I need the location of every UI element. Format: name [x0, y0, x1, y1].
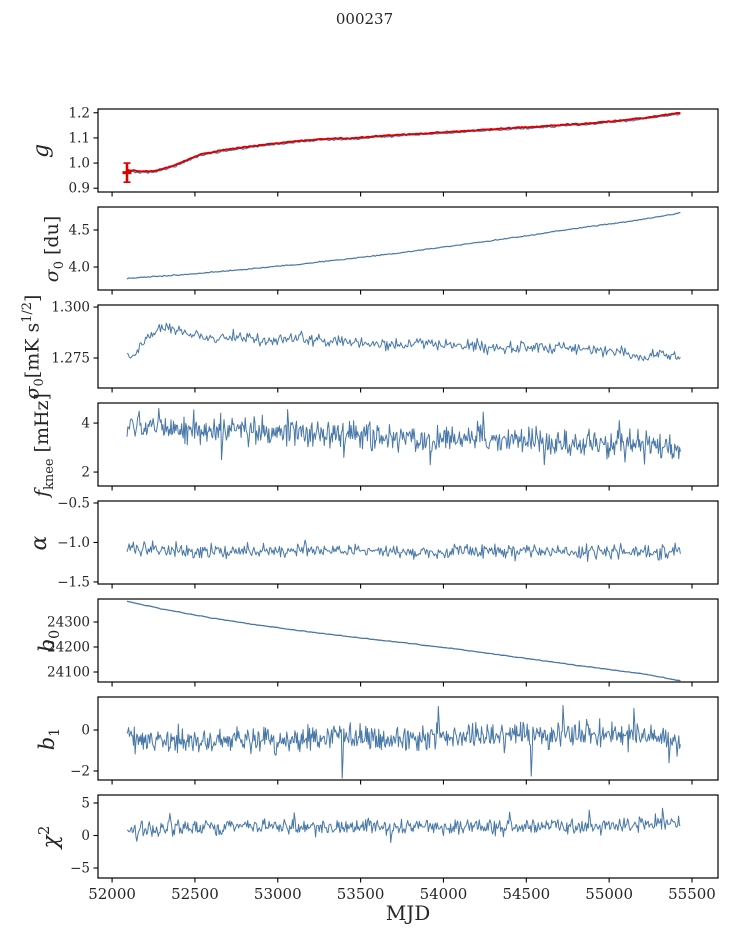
ytick-label-sigma0-du: 4.0	[69, 260, 90, 276]
series-b1	[126, 704, 681, 779]
xtick-label: 55000	[585, 885, 633, 903]
ytick-label-b1: −2	[70, 763, 90, 779]
xtick-label: 54000	[420, 885, 468, 903]
ytick-label-chi2: −5	[70, 860, 90, 876]
ytick-label-sigma0-mK: 1.275	[51, 351, 90, 367]
ytick-label-sigma0-mK: 1.300	[51, 300, 90, 316]
series-sigma0-du	[126, 212, 681, 280]
ytick-label-g: 1.1	[69, 130, 90, 146]
ytick-label-chi2: 5	[81, 795, 90, 811]
axes-frame-sigma0-du	[97, 206, 719, 291]
ytick-label-sigma0-du: 4.5	[69, 222, 90, 238]
xtick-label: 52000	[88, 885, 136, 903]
ytick-label-b0: 24100	[47, 665, 90, 681]
ytick-label-alpha: −0.5	[57, 495, 90, 511]
ytick-label-chi2: 0	[81, 828, 90, 844]
ytick-label-g: 1.0	[69, 156, 90, 172]
x-axis-label: MJD	[385, 901, 431, 925]
axes-frame-chi2	[97, 794, 719, 879]
ytick-label-g: 1.2	[69, 105, 90, 121]
ytick-label-g: 0.9	[69, 181, 90, 197]
ylabel-chi2: χ2	[35, 825, 64, 848]
series-sigma0-mK	[126, 322, 681, 362]
xtick-label: 55500	[668, 885, 716, 903]
ytick-label-b1: 0	[81, 722, 90, 738]
ytick-label-alpha: −1.5	[57, 574, 90, 590]
axes-frame-b0	[97, 598, 719, 683]
ytick-label-alpha: −1.0	[57, 535, 90, 551]
axes-frame-b1	[97, 696, 719, 781]
series-gain-fit	[126, 111, 681, 173]
figure-title: 000237	[335, 10, 394, 28]
ytick-label-b0: 24200	[47, 640, 90, 656]
ytick-label-b0: 24300	[47, 615, 90, 631]
axes-frame-alpha	[97, 500, 719, 585]
ytick-label-fknee: 4	[81, 416, 90, 432]
series-b0	[126, 600, 681, 682]
xtick-label: 53000	[254, 885, 302, 903]
series-alpha	[126, 539, 681, 562]
axes-frame-fknee	[97, 402, 719, 487]
xtick-label: 53500	[337, 885, 385, 903]
xtick-label: 54500	[502, 885, 550, 903]
series-chi2	[126, 807, 681, 844]
series-fknee	[126, 407, 681, 466]
xtick-label: 52500	[171, 885, 219, 903]
ytick-label-fknee: 2	[81, 465, 90, 481]
